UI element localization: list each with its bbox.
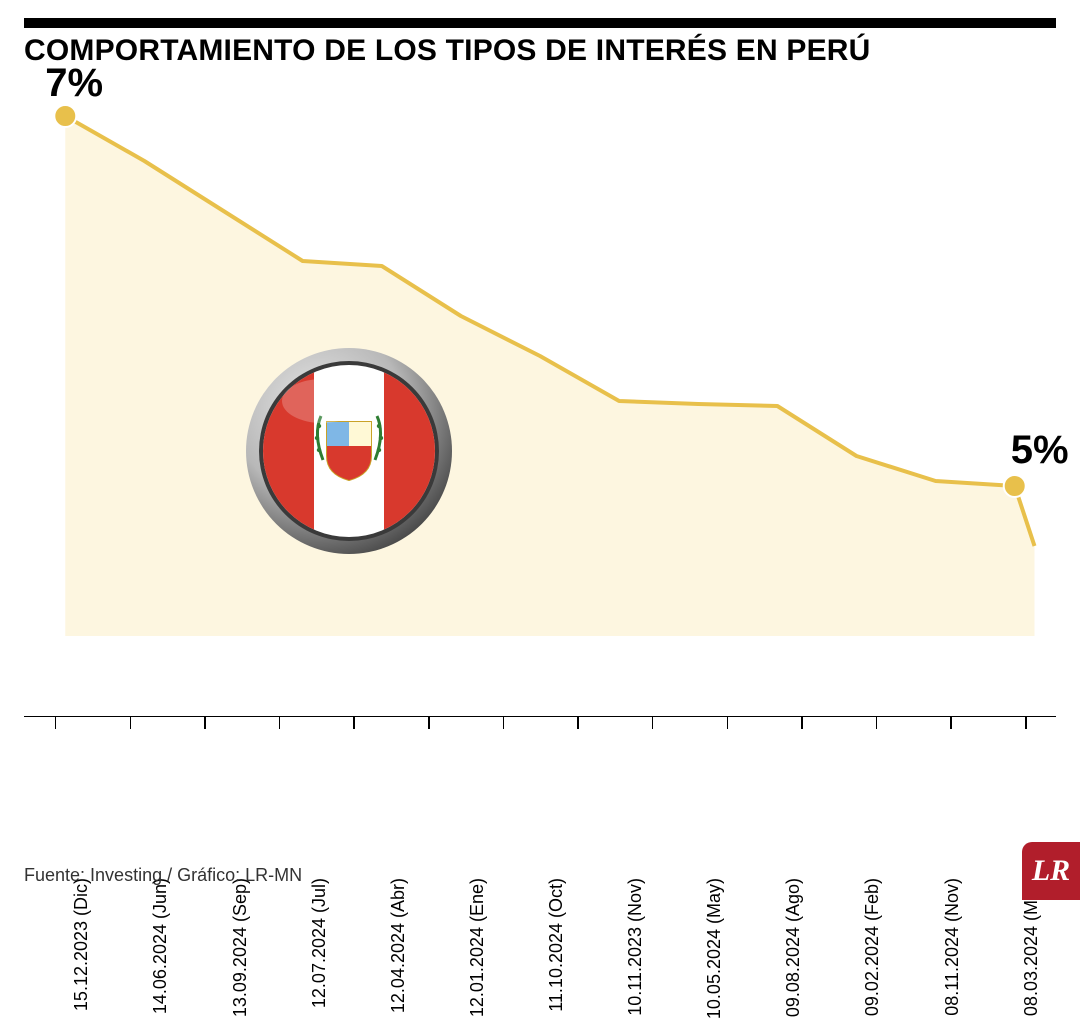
x-axis-label: 10.05.2024 (May)	[704, 878, 725, 1019]
x-axis-ticks	[24, 716, 1056, 728]
x-axis-label: 09.08.2024 (Ago)	[783, 878, 804, 1017]
publisher-logo: LR	[1022, 842, 1080, 900]
x-axis-label: 15.12.2023 (Dic)	[71, 878, 92, 1011]
source-text: Fuente: Investing / Gráfico: LR-MN	[24, 865, 302, 886]
chart-area: 7% 5%	[24, 76, 1056, 716]
x-axis-labels: 15.12.2023 (Dic)14.06.2024 (Jun)13.09.20…	[24, 728, 1056, 878]
x-axis-label: 10.11.2023 (Nov)	[625, 878, 646, 1016]
end-value-label: 5%	[1011, 428, 1069, 473]
line-chart-svg	[24, 76, 1056, 716]
header-rule	[24, 18, 1056, 28]
x-axis-label: 08.11.2024 (Nov)	[942, 878, 963, 1016]
x-axis-label: 13.09.2024 (Sep)	[230, 878, 251, 1017]
x-axis-label: 12.01.2024 (Ene)	[467, 878, 488, 1017]
chart-title: COMPORTAMIENTO DE LOS TIPOS DE INTERÉS E…	[24, 34, 1056, 68]
x-axis-label: 14.06.2024 (Jun)	[150, 878, 171, 1014]
x-axis: 15.12.2023 (Dic)14.06.2024 (Jun)13.09.20…	[24, 716, 1056, 876]
start-value-label: 7%	[45, 61, 103, 106]
x-axis-label: 12.07.2024 (Jul)	[309, 878, 330, 1008]
x-axis-label: 11.10.2024 (Oct)	[546, 878, 567, 1012]
x-axis-label: 09.02.2024 (Feb)	[862, 878, 883, 1016]
peru-flag-badge	[244, 346, 454, 556]
x-axis-label: 12.04.2024 (Abr)	[388, 878, 409, 1013]
